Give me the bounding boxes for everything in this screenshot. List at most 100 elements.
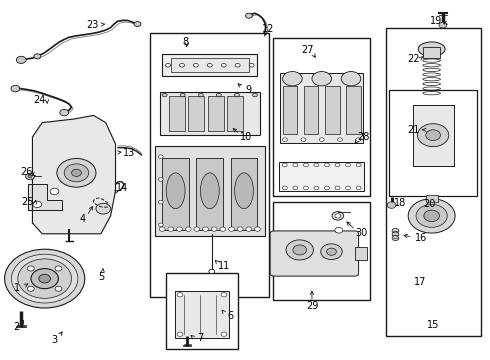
Bar [413,105,454,166]
Circle shape [338,138,343,141]
Circle shape [4,249,85,308]
Circle shape [176,227,182,231]
Circle shape [202,227,208,231]
Circle shape [335,163,340,167]
Text: 30: 30 [355,228,368,238]
Circle shape [235,93,240,97]
Circle shape [39,274,50,283]
Circle shape [228,227,234,231]
Circle shape [221,63,226,67]
Circle shape [158,200,163,204]
Circle shape [211,227,217,231]
Circle shape [72,169,81,176]
Circle shape [16,56,26,63]
Circle shape [282,186,287,190]
Bar [162,54,257,76]
Text: 12: 12 [262,24,274,35]
Text: 23: 23 [86,20,99,30]
Circle shape [179,63,184,67]
Bar [166,273,238,348]
Circle shape [293,186,298,190]
Circle shape [408,199,455,233]
Bar [169,96,185,131]
Text: 28: 28 [357,132,369,142]
Circle shape [392,235,399,240]
Circle shape [162,93,167,97]
Circle shape [194,63,198,67]
Circle shape [392,228,399,233]
Text: 8: 8 [182,37,189,47]
Circle shape [416,204,447,227]
Circle shape [50,188,59,195]
Bar [304,86,318,134]
Text: 17: 17 [414,277,426,287]
Text: 25: 25 [22,197,34,207]
Bar [389,90,477,196]
Circle shape [335,186,340,190]
Circle shape [11,254,78,303]
Circle shape [356,138,361,141]
Polygon shape [32,116,116,234]
Circle shape [319,138,324,141]
Circle shape [27,286,34,291]
Circle shape [314,186,319,190]
Bar [175,291,229,338]
Text: 11: 11 [219,261,231,271]
Text: 18: 18 [394,198,407,208]
Text: 7: 7 [197,333,203,343]
Bar [196,158,223,230]
Circle shape [356,163,361,167]
Text: 2: 2 [13,322,20,332]
Circle shape [254,227,260,231]
Circle shape [158,177,163,181]
Text: 21: 21 [407,125,420,135]
Circle shape [293,245,307,255]
Text: 14: 14 [116,183,128,193]
Bar [280,73,363,143]
Text: 16: 16 [415,233,427,243]
Circle shape [324,186,329,190]
Circle shape [134,22,141,27]
Text: 3: 3 [51,334,57,345]
Circle shape [57,158,96,187]
Circle shape [235,63,240,67]
Circle shape [194,227,200,231]
Circle shape [335,214,341,218]
Bar [162,158,189,230]
Text: 5: 5 [98,272,104,282]
Circle shape [198,93,203,97]
Circle shape [220,227,226,231]
Circle shape [324,163,329,167]
Circle shape [31,269,58,289]
Circle shape [345,163,350,167]
Text: 24: 24 [34,95,46,105]
Text: 26: 26 [20,167,32,177]
Circle shape [293,163,298,167]
Circle shape [392,232,399,237]
Circle shape [177,332,183,336]
Text: 6: 6 [227,311,233,321]
Bar [150,33,270,297]
Circle shape [417,124,449,147]
Text: 4: 4 [80,215,86,224]
Text: 10: 10 [240,132,252,142]
Circle shape [356,186,361,190]
Circle shape [159,227,165,231]
Circle shape [286,240,314,260]
Circle shape [180,93,185,97]
Circle shape [332,212,343,220]
Text: 27: 27 [301,45,314,55]
Circle shape [303,186,308,190]
Bar [273,202,370,300]
Circle shape [55,286,62,291]
Bar [325,86,340,134]
Bar [386,28,481,336]
Circle shape [60,109,69,116]
Circle shape [283,138,288,141]
Circle shape [217,93,221,97]
Circle shape [27,266,34,271]
Bar [231,158,257,230]
Polygon shape [27,184,62,211]
Circle shape [207,63,212,67]
Circle shape [185,227,191,231]
